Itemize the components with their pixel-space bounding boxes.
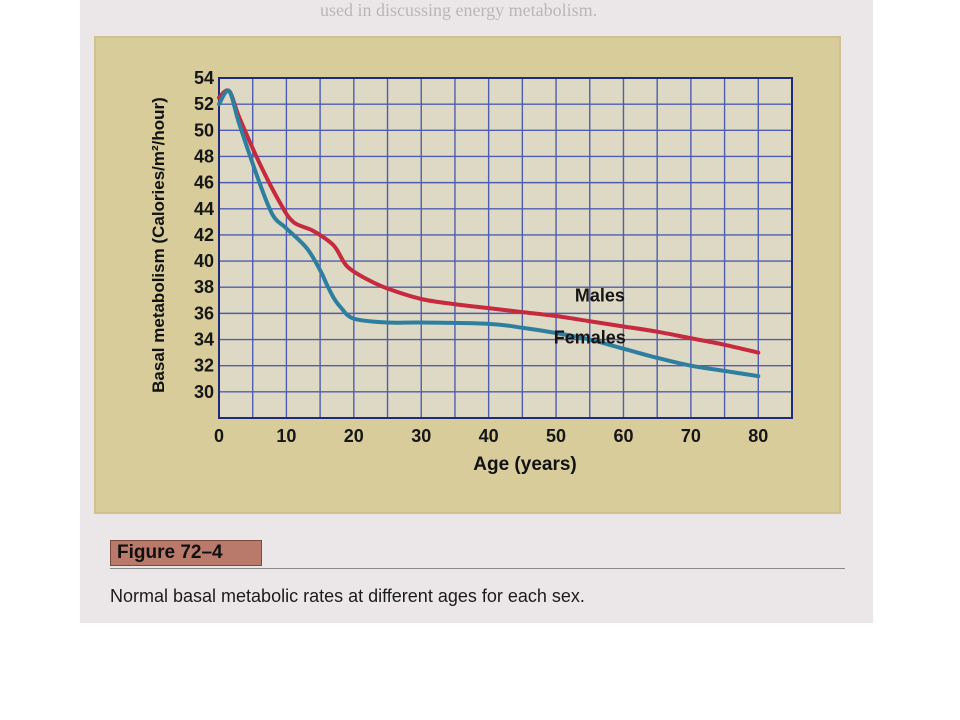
- x-tick-label: 40: [479, 426, 499, 446]
- y-tick-label: 46: [194, 173, 214, 193]
- textbook-page: used in discussing energy metabolism. 0 1…: [80, 0, 873, 623]
- y-tick-label: 34: [194, 330, 214, 350]
- y-tick-label: 52: [194, 94, 214, 114]
- figure-caption-block: Figure 72–4 Normal basal metabolic rates…: [110, 540, 850, 606]
- chart-tick-labels: 0 10 20 30 40 50 60 70 80 30 32 34 36 38 40 42 44 46 48 50 5…: [194, 68, 768, 446]
- figure-label: Figure 72–4: [110, 540, 262, 566]
- x-tick-label: 30: [411, 426, 431, 446]
- x-tick-label: 10: [276, 426, 296, 446]
- male-series-line: [217, 88, 761, 355]
- y-tick-label: 50: [194, 120, 214, 140]
- y-tick-label: 44: [194, 199, 214, 219]
- x-tick-label: 20: [344, 426, 364, 446]
- figure-caption: Normal basal metabolic rates at differen…: [110, 586, 585, 606]
- basal-metabolism-chart: 0 10 20 30 40 50 60 70 80 30 32 34 36 38 40 42 44 46 48 50 5…: [149, 68, 793, 475]
- x-axis-label: Age (years): [473, 454, 577, 475]
- x-tick-label: 50: [546, 426, 566, 446]
- y-tick-label: 30: [194, 382, 214, 402]
- chart-grid: [218, 77, 793, 419]
- y-tick-label: 36: [194, 303, 214, 323]
- y-tick-label: 32: [194, 356, 214, 376]
- y-tick-label: 38: [194, 277, 214, 297]
- x-tick-label: 80: [748, 426, 768, 446]
- male-series-label: Males: [575, 286, 625, 306]
- plot-frame: [218, 77, 793, 419]
- caption-divider: [110, 568, 845, 569]
- y-tick-label: 54: [194, 68, 214, 88]
- y-axis-label: Basal metabolism (Calories/m²/hour): [149, 97, 168, 393]
- chart-series: Males Females: [217, 88, 761, 379]
- bleed-through-text: used in discussing energy metabolism.: [320, 0, 598, 20]
- female-series-line: [217, 88, 761, 379]
- x-tick-label: 60: [613, 426, 633, 446]
- x-tick-label: 70: [681, 426, 701, 446]
- female-series-label: Females: [554, 327, 626, 347]
- y-tick-label: 48: [194, 146, 214, 166]
- y-tick-label: 40: [194, 251, 214, 271]
- y-tick-label: 42: [194, 225, 214, 245]
- x-tick-label: 0: [214, 426, 224, 446]
- plot-area: [219, 78, 792, 418]
